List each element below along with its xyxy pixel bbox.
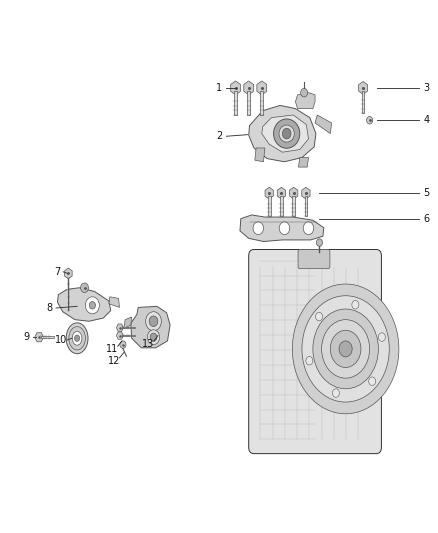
Circle shape: [315, 312, 322, 321]
Polygon shape: [122, 327, 135, 328]
Polygon shape: [268, 196, 271, 216]
Polygon shape: [234, 91, 237, 115]
Polygon shape: [117, 324, 124, 332]
Polygon shape: [304, 196, 307, 216]
Circle shape: [146, 312, 161, 331]
Circle shape: [306, 357, 313, 365]
Text: 4: 4: [424, 115, 429, 125]
Polygon shape: [41, 336, 53, 338]
Ellipse shape: [66, 323, 88, 354]
Text: 8: 8: [46, 303, 53, 313]
Circle shape: [300, 88, 307, 97]
Polygon shape: [35, 333, 43, 342]
Polygon shape: [117, 332, 124, 340]
Text: 1: 1: [216, 83, 222, 93]
Circle shape: [292, 284, 399, 414]
Polygon shape: [290, 187, 298, 199]
Polygon shape: [257, 81, 267, 95]
Polygon shape: [122, 335, 135, 336]
Circle shape: [352, 301, 359, 309]
Text: 10: 10: [55, 335, 67, 345]
Circle shape: [369, 377, 376, 385]
Polygon shape: [261, 91, 263, 115]
Ellipse shape: [69, 327, 85, 350]
Circle shape: [120, 341, 126, 349]
Polygon shape: [244, 81, 254, 95]
Polygon shape: [315, 115, 332, 134]
Circle shape: [302, 296, 389, 402]
Circle shape: [367, 117, 373, 124]
Polygon shape: [298, 158, 308, 167]
Text: 5: 5: [423, 188, 430, 198]
Circle shape: [81, 283, 88, 293]
Text: 9: 9: [24, 332, 30, 342]
Polygon shape: [295, 93, 315, 109]
Circle shape: [283, 128, 291, 139]
Circle shape: [149, 316, 158, 327]
Polygon shape: [231, 81, 240, 95]
Polygon shape: [302, 187, 310, 199]
Circle shape: [378, 333, 385, 341]
Circle shape: [316, 239, 322, 246]
Circle shape: [303, 222, 314, 235]
Ellipse shape: [274, 119, 300, 148]
FancyBboxPatch shape: [249, 249, 381, 454]
Polygon shape: [362, 91, 364, 114]
Text: 12: 12: [108, 356, 120, 366]
Circle shape: [330, 330, 361, 368]
Polygon shape: [240, 215, 324, 241]
FancyBboxPatch shape: [298, 249, 330, 269]
Text: 2: 2: [216, 131, 222, 141]
Polygon shape: [109, 297, 120, 308]
Text: 6: 6: [424, 214, 429, 224]
Circle shape: [150, 333, 157, 341]
Text: 11: 11: [106, 344, 118, 354]
Polygon shape: [247, 91, 250, 115]
Circle shape: [339, 341, 352, 357]
Circle shape: [148, 330, 159, 345]
Ellipse shape: [279, 125, 294, 142]
Text: 13: 13: [142, 338, 154, 349]
Ellipse shape: [72, 332, 82, 345]
Circle shape: [279, 222, 290, 235]
Polygon shape: [292, 196, 295, 216]
Circle shape: [253, 222, 264, 235]
Polygon shape: [64, 268, 72, 279]
Polygon shape: [57, 288, 111, 321]
Circle shape: [332, 389, 339, 397]
Polygon shape: [359, 82, 367, 94]
Circle shape: [85, 297, 99, 314]
Circle shape: [321, 320, 370, 378]
Text: 7: 7: [54, 267, 60, 277]
Polygon shape: [255, 148, 265, 162]
Polygon shape: [124, 317, 132, 329]
Polygon shape: [249, 106, 316, 162]
Circle shape: [313, 309, 378, 389]
Circle shape: [89, 302, 95, 309]
Circle shape: [74, 335, 80, 342]
Text: 3: 3: [424, 83, 429, 93]
Polygon shape: [262, 115, 308, 152]
Polygon shape: [131, 306, 170, 348]
Polygon shape: [277, 187, 286, 199]
Polygon shape: [280, 196, 283, 216]
Polygon shape: [265, 187, 273, 199]
